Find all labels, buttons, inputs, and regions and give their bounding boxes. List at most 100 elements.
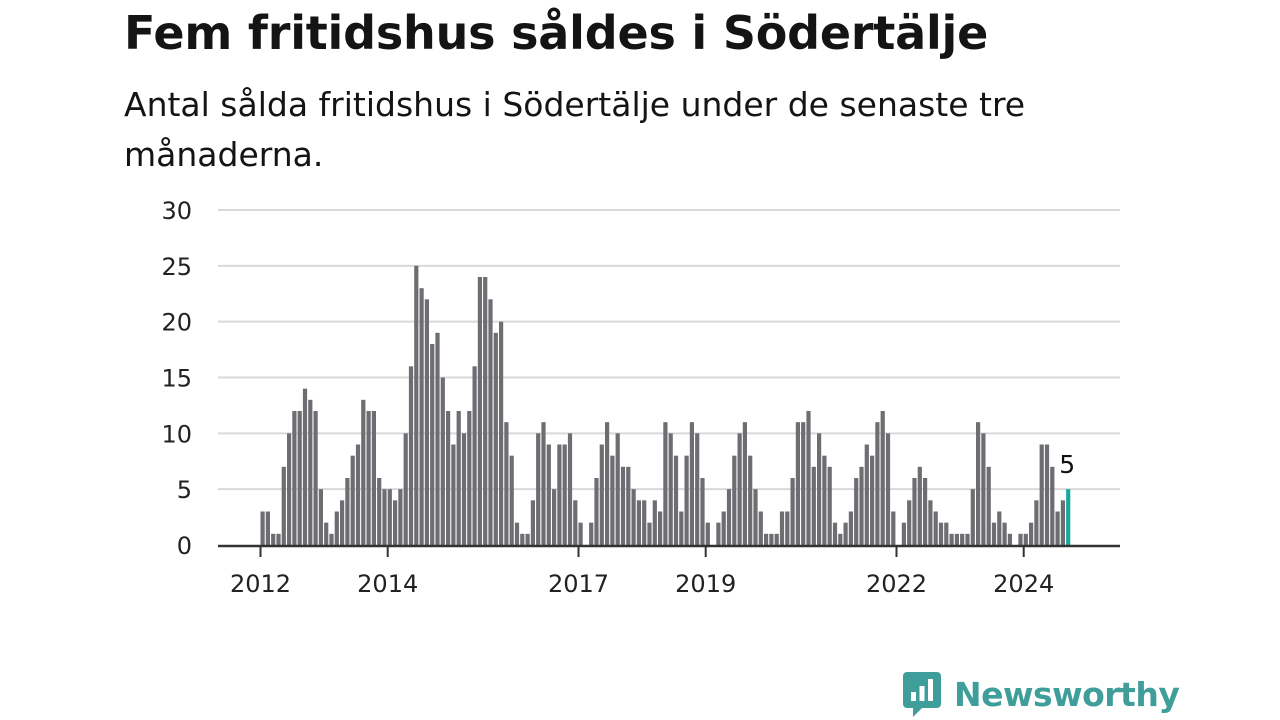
bar <box>546 444 551 545</box>
x-axis-ticks <box>259 546 1025 557</box>
bar <box>965 533 970 545</box>
bar <box>477 277 482 545</box>
bar <box>1050 466 1055 545</box>
y-axis-labels: 0 5 10 15 20 25 30 <box>161 197 192 560</box>
bar <box>880 411 885 545</box>
bar <box>726 489 732 545</box>
bar <box>854 478 859 545</box>
bar <box>811 466 816 545</box>
bar <box>901 522 906 545</box>
bar <box>361 399 366 545</box>
bar <box>1060 500 1065 545</box>
bar <box>960 533 965 545</box>
bar <box>986 466 991 545</box>
bar <box>387 489 392 545</box>
bar <box>684 455 689 545</box>
bar <box>843 522 848 545</box>
bar <box>536 433 541 545</box>
bar <box>631 489 636 545</box>
bar <box>748 455 753 545</box>
bar <box>398 489 403 545</box>
bar <box>785 511 790 545</box>
bar <box>302 388 308 545</box>
bar <box>848 511 853 545</box>
bar <box>652 500 657 545</box>
bar <box>403 433 408 545</box>
bar <box>318 489 323 545</box>
bar <box>371 411 376 545</box>
x-tick-label: 2017 <box>548 570 609 598</box>
x-tick-label: 2022 <box>866 570 927 598</box>
bar <box>864 444 869 545</box>
bar <box>599 444 604 545</box>
bar <box>520 533 525 545</box>
bar <box>976 422 981 545</box>
bar <box>350 455 355 545</box>
bar <box>917 466 922 545</box>
bar <box>679 511 684 545</box>
brand-name: Newsworthy <box>954 674 1180 714</box>
bar <box>467 411 472 545</box>
bar <box>933 511 938 545</box>
bar <box>636 500 641 545</box>
bar <box>313 411 318 545</box>
bar <box>377 478 382 545</box>
bar <box>954 533 959 545</box>
bar <box>525 533 530 545</box>
bar <box>451 444 456 545</box>
bar <box>329 533 334 545</box>
bar <box>885 433 891 545</box>
bar <box>620 466 626 545</box>
bar <box>705 522 710 545</box>
bar <box>340 500 345 545</box>
bar <box>419 288 424 545</box>
bar <box>281 466 286 545</box>
bar <box>578 522 583 545</box>
bar <box>493 332 498 545</box>
bar <box>1029 522 1034 545</box>
bar <box>859 466 864 545</box>
bar <box>970 489 975 545</box>
bar <box>1002 522 1007 545</box>
bar <box>414 265 419 545</box>
bar <box>832 522 838 545</box>
bar <box>928 500 933 545</box>
bar <box>647 522 652 545</box>
bar <box>1034 500 1039 545</box>
bar <box>997 511 1002 545</box>
x-tick-label: 2014 <box>357 570 418 598</box>
y-tick-label: 30 <box>161 197 192 225</box>
bar <box>779 511 785 545</box>
y-tick-label: 10 <box>161 420 192 448</box>
bar <box>774 533 779 545</box>
highlight-bar <box>1066 489 1071 545</box>
bar <box>573 500 578 545</box>
bar <box>875 422 880 545</box>
bar <box>589 522 594 545</box>
bar <box>324 522 329 545</box>
bar <box>700 478 705 545</box>
bar <box>334 511 339 545</box>
x-tick-label: 2012 <box>230 570 291 598</box>
bar <box>541 422 546 545</box>
bar <box>981 433 986 545</box>
bar <box>287 433 292 545</box>
bar <box>297 411 302 545</box>
bar <box>689 422 694 545</box>
bar <box>764 533 769 545</box>
bar <box>795 422 800 545</box>
bar <box>488 299 493 545</box>
y-tick-label: 20 <box>161 309 192 337</box>
bar <box>1018 533 1023 545</box>
bar <box>769 533 774 545</box>
bar <box>605 422 610 545</box>
bar <box>732 455 737 545</box>
bar <box>827 466 832 545</box>
bar <box>514 522 520 545</box>
bar <box>271 533 276 545</box>
bar <box>668 433 673 545</box>
bar <box>260 511 265 545</box>
bar <box>758 511 763 545</box>
bar <box>472 366 477 545</box>
bar <box>817 433 822 545</box>
